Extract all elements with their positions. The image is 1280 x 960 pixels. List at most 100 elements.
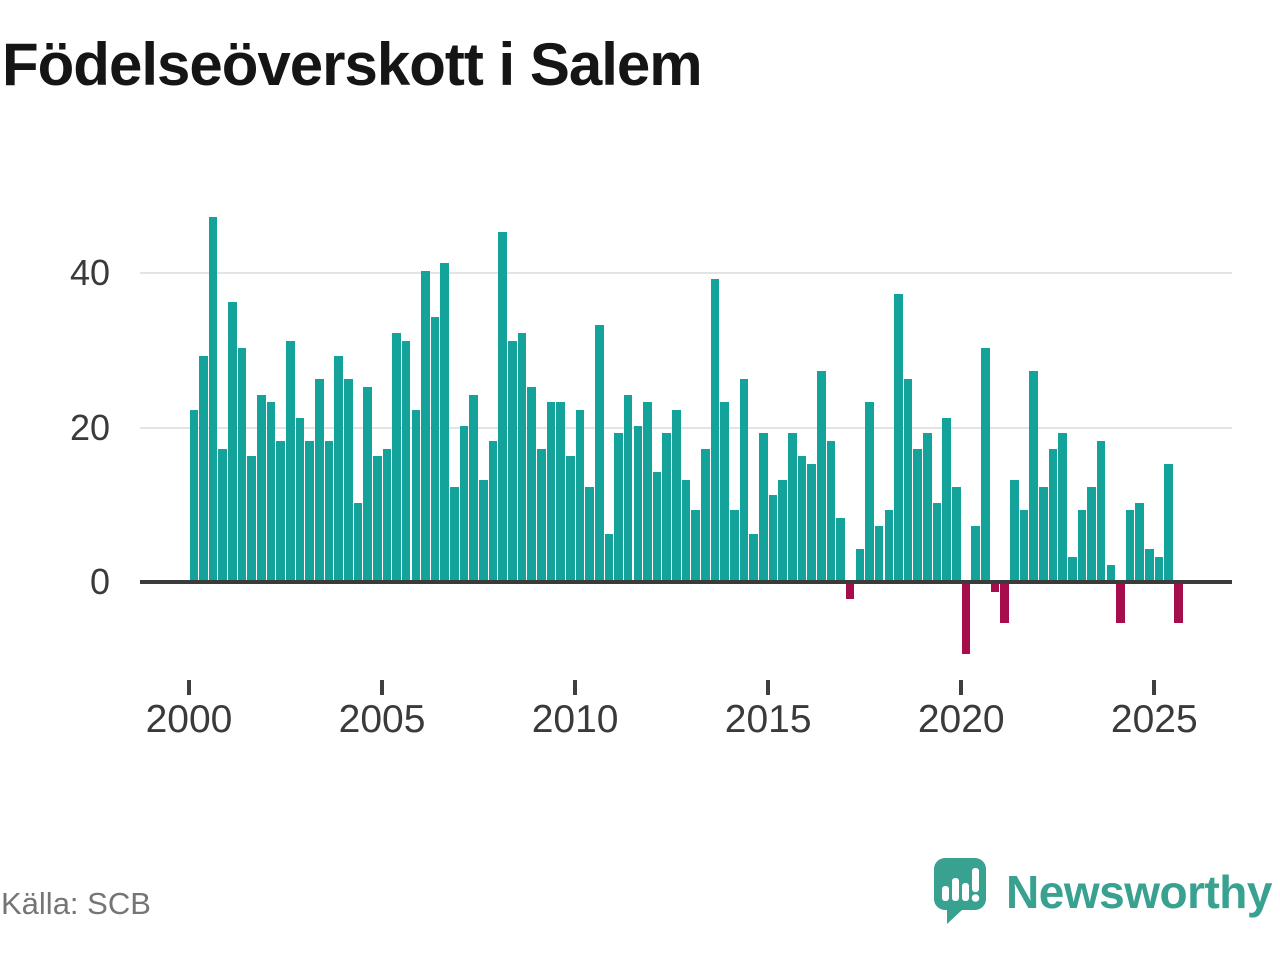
bar-2006-Q3 xyxy=(440,263,450,580)
bar-2001-Q4 xyxy=(257,394,266,580)
bar-2011-Q2 xyxy=(623,394,633,580)
bar-2001-Q1 xyxy=(228,301,237,580)
x-axis-label-2005: 2005 xyxy=(338,698,426,741)
bar-2010-Q3 xyxy=(594,325,604,580)
bar-2022-Q1 xyxy=(1038,487,1048,580)
x-axis-label-2015: 2015 xyxy=(724,698,812,741)
bar-2010-Q4 xyxy=(604,533,614,580)
bar-2007-Q3 xyxy=(479,479,488,580)
bar-2005-Q2 xyxy=(392,332,401,580)
bar-2024-Q1 xyxy=(1116,584,1125,623)
bar-2017-Q4 xyxy=(874,525,884,580)
bar-2001-Q2 xyxy=(237,348,247,580)
x-axis-tick-2000 xyxy=(187,680,191,695)
bar-2009-Q2 xyxy=(546,402,556,580)
bar-2004-Q2 xyxy=(353,502,363,580)
bar-2019-Q1 xyxy=(923,433,932,580)
y-axis-label-20: 20 xyxy=(69,406,110,448)
gridline-y-40 xyxy=(140,272,1232,274)
x-axis-tick-2025 xyxy=(1152,680,1157,695)
bar-2011-Q1 xyxy=(614,433,623,580)
bar-2008-Q2 xyxy=(508,340,517,580)
x-axis-tick-2020 xyxy=(959,680,964,695)
bar-2003-Q1 xyxy=(305,440,314,580)
bar-2004-Q3 xyxy=(363,386,372,580)
x-axis-label-2010: 2010 xyxy=(531,698,619,741)
newsworthy-speech-bubble-barchart-icon xyxy=(934,858,987,924)
bar-2021-Q1 xyxy=(1000,584,1009,623)
newsworthy-logo: Newsworthy xyxy=(932,856,1272,928)
bar-2004-Q1 xyxy=(343,379,353,580)
bar-2010-Q2 xyxy=(585,487,594,580)
x-axis-label-2000: 2000 xyxy=(145,698,233,741)
bar-2018-Q2 xyxy=(894,294,903,580)
bar-2000-Q4 xyxy=(218,448,228,580)
bar-2019-Q4 xyxy=(952,487,961,580)
bar-2009-Q1 xyxy=(537,448,546,580)
bar-2008-Q1 xyxy=(498,232,507,580)
bar-2012-Q3 xyxy=(672,410,681,580)
bar-2017-Q1 xyxy=(845,584,855,600)
bar-2020-Q2 xyxy=(971,525,980,580)
bar-2014-Q1 xyxy=(730,510,739,580)
bar-2004-Q4 xyxy=(372,456,382,580)
bar-2015-Q1 xyxy=(768,495,778,580)
bar-2013-Q1 xyxy=(691,510,701,580)
bar-2006-Q2 xyxy=(430,317,440,580)
bar-2021-Q4 xyxy=(1029,371,1038,580)
bar-2003-Q2 xyxy=(314,379,324,580)
bar-2024-Q3 xyxy=(1135,502,1145,580)
bar-2019-Q2 xyxy=(932,502,942,580)
bar-2006-Q1 xyxy=(421,271,430,580)
bar-2016-Q3 xyxy=(826,440,836,580)
bar-2000-Q3 xyxy=(208,216,218,580)
x-axis-tick-2005 xyxy=(380,680,385,695)
bar-2012-Q4 xyxy=(681,479,691,580)
x-axis-label-2025: 2025 xyxy=(1110,698,1198,741)
bar-2018-Q3 xyxy=(903,379,913,580)
bar-2020-Q1 xyxy=(961,584,971,654)
bar-2021-Q2 xyxy=(1010,479,1019,580)
bar-2013-Q4 xyxy=(720,402,729,580)
bar-2003-Q3 xyxy=(324,440,334,580)
bar-2011-Q3 xyxy=(633,425,643,580)
bar-2010-Q1 xyxy=(575,410,585,580)
y-axis-label-0: 0 xyxy=(89,561,110,602)
x-axis-label-2020: 2020 xyxy=(917,698,1005,741)
bar-2023-Q3 xyxy=(1096,440,1106,580)
bar-2002-Q1 xyxy=(266,402,276,580)
y-axis-label-40: 40 xyxy=(69,252,110,293)
bar-2002-Q4 xyxy=(295,417,305,580)
chart-title: Födelseöverskott i Salem xyxy=(2,31,703,98)
newsworthy-wordmark: Newsworthy xyxy=(1006,866,1272,918)
bar-2006-Q4 xyxy=(450,487,459,580)
bar-2016-Q4 xyxy=(836,518,845,580)
source-attribution: Källa: SCB xyxy=(1,886,151,921)
bar-2000-Q1 xyxy=(189,410,199,580)
bar-2018-Q1 xyxy=(884,510,894,580)
x-axis-tick-2015 xyxy=(766,680,771,695)
bar-2005-Q1 xyxy=(382,448,392,580)
bar-2023-Q4 xyxy=(1106,564,1116,580)
bar-2005-Q4 xyxy=(411,410,421,580)
bar-2015-Q3 xyxy=(787,433,797,580)
bar-2018-Q4 xyxy=(913,448,923,580)
bar-2007-Q1 xyxy=(459,425,469,580)
bar-2015-Q2 xyxy=(778,479,787,580)
bar-2025-Q3 xyxy=(1174,584,1183,623)
bar-2019-Q3 xyxy=(942,417,952,580)
x-axis-tick-2010 xyxy=(573,680,578,695)
bar-2020-Q4 xyxy=(990,584,1000,592)
bar-2014-Q4 xyxy=(759,433,768,580)
bar-2020-Q3 xyxy=(981,348,990,580)
bar-2003-Q4 xyxy=(334,355,343,580)
bar-2025-Q1 xyxy=(1154,556,1164,580)
bar-2017-Q2 xyxy=(855,549,865,580)
bar-2013-Q3 xyxy=(710,278,720,580)
bar-2014-Q2 xyxy=(739,379,749,580)
bar-2016-Q2 xyxy=(816,371,826,580)
bar-2009-Q3 xyxy=(556,402,565,580)
bar-2021-Q3 xyxy=(1019,510,1029,580)
bar-2001-Q3 xyxy=(247,456,256,580)
